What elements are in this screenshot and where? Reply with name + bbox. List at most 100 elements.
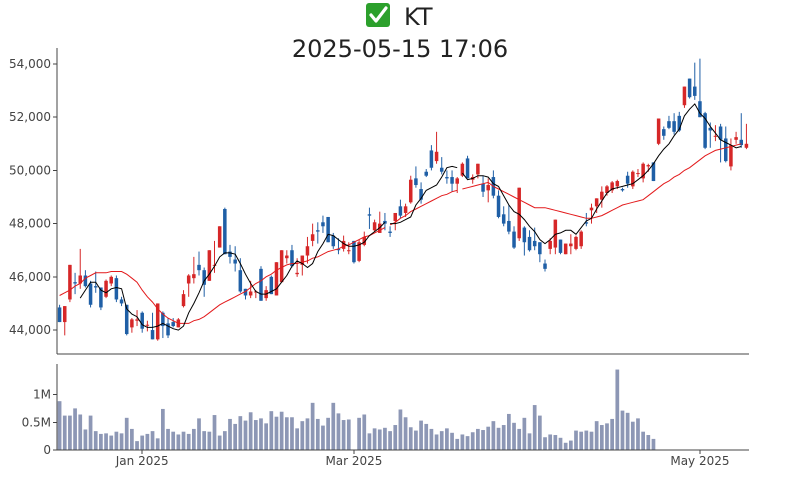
candle — [114, 275, 119, 303]
candle-body — [300, 255, 305, 265]
volume-bar — [455, 438, 460, 450]
volume-bar — [207, 431, 212, 450]
candle — [57, 304, 62, 323]
volume-tick-label: 1M — [33, 388, 51, 402]
volume-bar — [563, 442, 568, 450]
candle-body — [445, 177, 449, 179]
volume-bar — [553, 435, 558, 450]
volume-bar — [155, 438, 160, 450]
volume-bar — [584, 430, 589, 450]
candle-body — [496, 195, 501, 217]
candle — [321, 215, 325, 233]
candle — [481, 175, 485, 198]
volume-bar — [574, 430, 578, 450]
candle — [305, 236, 310, 264]
volume-bar — [300, 421, 305, 450]
candle-body — [248, 291, 253, 296]
volume-bar — [88, 415, 93, 450]
volume-bar — [589, 431, 594, 450]
candle — [166, 318, 170, 339]
candle — [419, 182, 423, 204]
candle-body — [99, 287, 103, 308]
candle-body — [651, 162, 656, 182]
candle — [367, 207, 372, 229]
candle — [718, 123, 723, 163]
volume-bar — [243, 420, 248, 450]
candle-body — [713, 135, 718, 137]
candle-body — [667, 121, 671, 128]
candle — [465, 155, 470, 179]
candle-body — [78, 275, 82, 284]
volume-bar — [222, 431, 227, 450]
candle-body — [310, 234, 315, 241]
chart-title: KT 2025-05-15 17:06 — [292, 3, 508, 63]
volume-tick-label: 0 — [43, 443, 51, 457]
candle — [233, 246, 237, 272]
volume-bar — [341, 420, 346, 450]
candle-body — [305, 246, 310, 256]
candle — [558, 239, 563, 255]
candle — [73, 272, 77, 295]
candle-body — [450, 177, 454, 184]
volume-bar — [450, 432, 454, 450]
candle-body — [321, 222, 325, 227]
volume-bar — [403, 417, 408, 450]
candle-body — [357, 242, 361, 261]
candle-body — [326, 216, 330, 243]
candle — [672, 113, 676, 135]
volume-bar — [62, 415, 67, 450]
candle — [99, 287, 103, 311]
candle-body — [724, 138, 728, 162]
candle — [300, 255, 305, 276]
volume-bar — [507, 413, 511, 450]
volume-bar — [130, 428, 134, 450]
candle-body — [677, 115, 682, 131]
candle — [553, 219, 558, 255]
volume-bar — [517, 428, 522, 450]
candle-body — [656, 118, 661, 144]
volume-bar — [388, 431, 392, 450]
volume-bar — [186, 433, 191, 450]
check-mark-icon — [366, 3, 390, 27]
candle — [202, 267, 206, 297]
candle-body — [217, 226, 222, 248]
volume-bar — [57, 401, 62, 450]
volume-bar — [465, 436, 470, 450]
candle — [119, 296, 124, 307]
candle-body — [285, 255, 289, 259]
price-panel: 44,000 46,000 48,000 50,000 52,000 54,000 — [9, 48, 749, 355]
candle — [68, 264, 72, 303]
price-tick-label: 46,000 — [9, 270, 51, 284]
volume-bar — [460, 434, 465, 450]
candle-body — [243, 288, 248, 296]
candle-body — [672, 121, 676, 132]
candle — [455, 177, 459, 194]
candle-body — [114, 278, 119, 300]
volume-bar — [264, 423, 269, 450]
candle-body — [610, 182, 614, 191]
candle — [186, 274, 191, 297]
candle-body — [698, 101, 702, 118]
candle — [78, 248, 82, 289]
candle-body — [718, 126, 723, 140]
volume-bar — [191, 428, 196, 450]
candle-body — [393, 212, 398, 221]
x-tick-label: Jan 2025 — [115, 454, 169, 468]
volume-bar — [310, 402, 315, 450]
candle-body — [341, 240, 346, 249]
candle-body — [290, 250, 294, 267]
candle-body — [130, 319, 134, 328]
candle-body — [558, 239, 563, 253]
candle-body — [625, 175, 630, 184]
candle-body — [135, 319, 139, 321]
volume-bar — [93, 431, 98, 450]
candle-body — [279, 250, 284, 283]
candle-body — [708, 127, 713, 131]
candle-body — [233, 259, 237, 264]
candle-body — [259, 268, 263, 301]
candle — [507, 204, 511, 235]
candle-body — [228, 251, 232, 257]
volume-bar — [176, 434, 181, 450]
